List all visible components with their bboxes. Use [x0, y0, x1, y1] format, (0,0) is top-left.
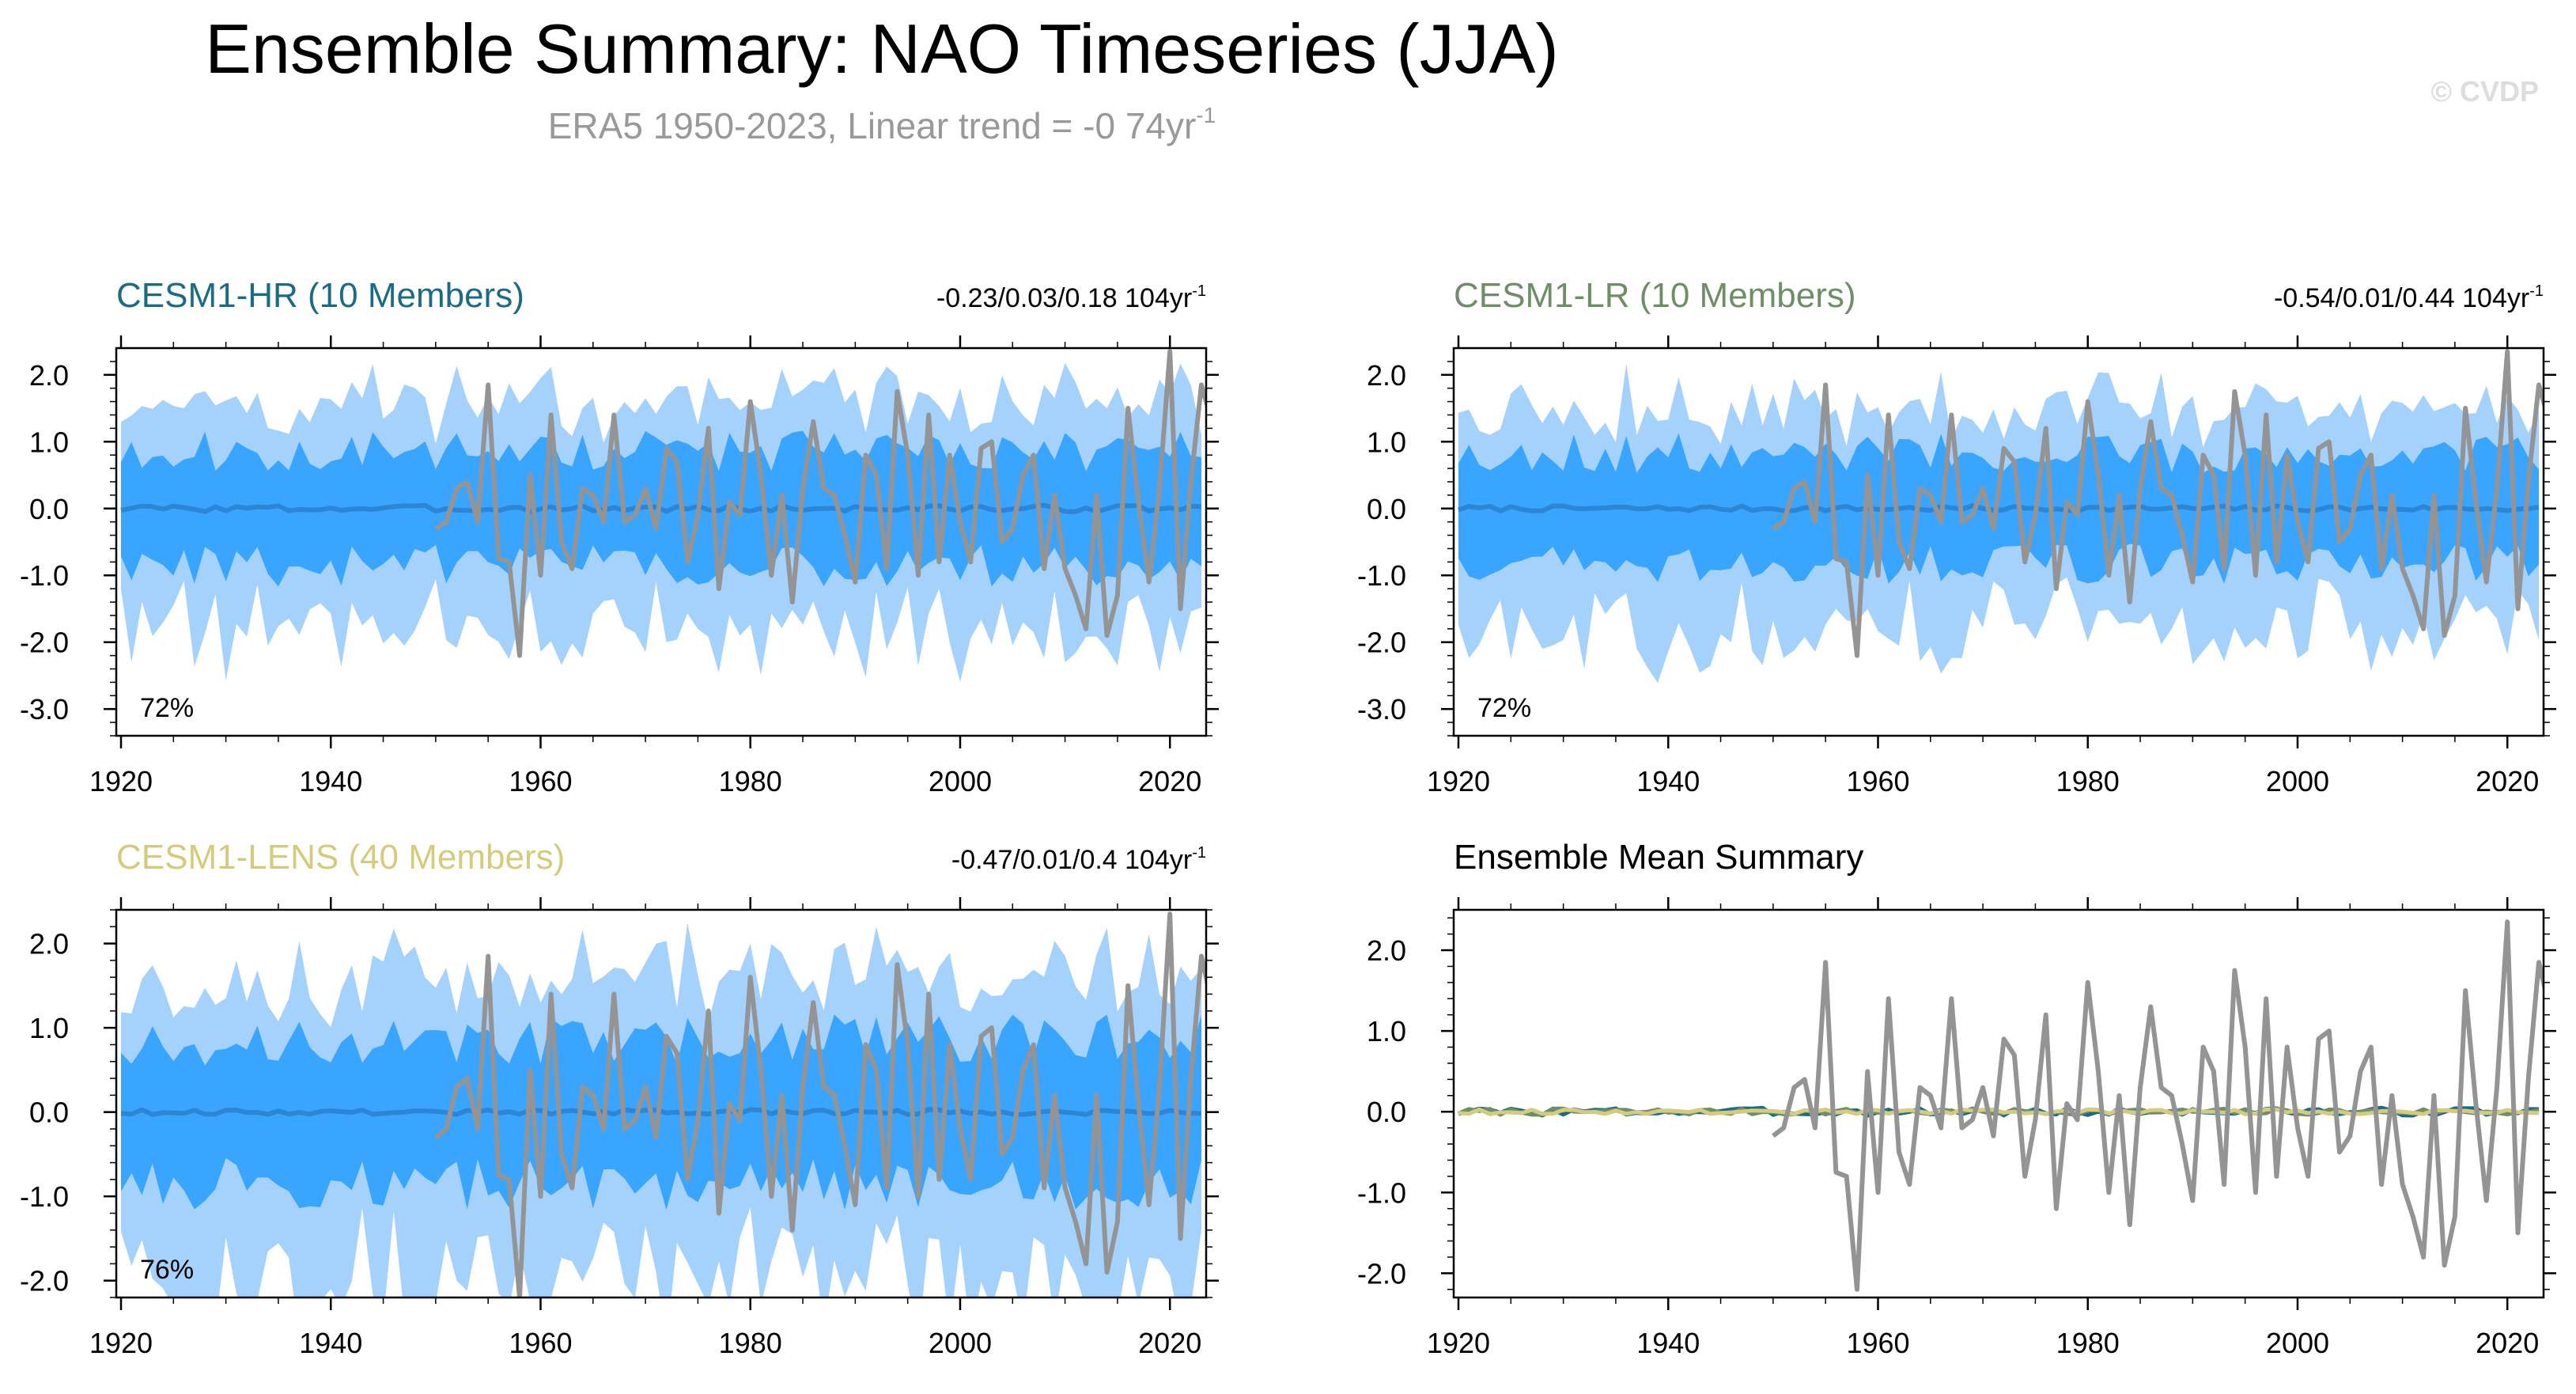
y-tick-label: -3.0 [20, 693, 69, 725]
panel-trend: -0.47/0.01/0.4 104yr-1 [951, 844, 1206, 875]
percent-label: 72% [140, 693, 194, 723]
x-tick-label: 1980 [2056, 765, 2120, 797]
x-tick-label: 1960 [1846, 765, 1909, 797]
x-tick-label: 1980 [2056, 1327, 2120, 1359]
x-tick-label: 2020 [2476, 1327, 2539, 1359]
panels: CESM1-HR (10 Members) -0.23/0.03/0.18 104… [20, 276, 2556, 1359]
plot-frame [1452, 908, 2545, 1299]
x-tick-label: 2020 [2476, 765, 2539, 797]
x-tick-label: 1980 [719, 765, 782, 797]
x-tick-label: 1980 [719, 1327, 782, 1359]
figure-title: Ensemble Summary: NAO Timeseries (JJA) [205, 9, 1559, 88]
panel-title: Ensemble Mean Summary [1454, 838, 1863, 877]
observed-line [1772, 349, 2544, 658]
x-tick-label: 2000 [2266, 765, 2329, 797]
x-tick-label: 1920 [1427, 765, 1490, 797]
panel-2: CESM1-LR (10 Members) -0.54/0.01/0.44 104… [1357, 276, 2556, 797]
ensemble-mean-line [120, 502, 1202, 515]
x-tick-label: 1940 [1636, 765, 1700, 797]
y-tick-label: 2.0 [1367, 934, 1406, 967]
y-tick-label: 1.0 [29, 426, 69, 458]
y-tick-label: 1.0 [1367, 426, 1406, 458]
y-tick-label: -1.0 [1357, 1176, 1406, 1209]
y-tick-label: 0.0 [1367, 1096, 1406, 1128]
y-tick-label: 1.0 [1367, 1015, 1406, 1047]
plot-area [120, 349, 1206, 682]
x-tick-label: 1920 [1427, 1327, 1490, 1359]
y-tick-label: -1.0 [1357, 559, 1406, 592]
x-tick-label: 1940 [1636, 1327, 1700, 1359]
figure-subtitle-sup: -1 [1196, 103, 1216, 127]
panel-4: Ensemble Mean Summary 2.0 1.0 0.0 -1.0 -2.0 19… [1357, 838, 2556, 1359]
panel-title: CESM1-LR (10 Members) [1454, 276, 1856, 315]
plot-frame [115, 908, 1208, 1299]
y-tick-label: -1.0 [20, 1180, 69, 1213]
x-tick-label: 1960 [509, 765, 572, 797]
percent-label: 72% [1477, 693, 1531, 723]
series-line-CESM1-LENS [1458, 1107, 2540, 1116]
x-tick-label: 1960 [509, 1327, 572, 1359]
y-tick-label: -2.0 [20, 1265, 69, 1297]
y-tick-label: 2.0 [29, 359, 69, 392]
x-tick-label: 2000 [929, 1327, 992, 1359]
ensemble-mean-line [120, 1107, 1202, 1117]
x-tick-label: 1920 [89, 1327, 153, 1359]
y-tick-label: -1.0 [20, 559, 69, 592]
x-tick-label: 1960 [1846, 1327, 1909, 1359]
panel-3: CESM1-LENS (40 Members) -0.47/0.01/0.4 10… [20, 838, 1219, 1359]
x-tick-label: 2020 [1138, 1327, 1201, 1359]
y-tick-label: 0.0 [1367, 493, 1406, 525]
watermark: © CVDP [2430, 75, 2539, 108]
plot-area [1458, 919, 2544, 1292]
panel-trend: -0.54/0.01/0.44 104yr-1 [2274, 282, 2544, 313]
panel-title: CESM1-LENS (40 Members) [116, 838, 565, 877]
y-tick-label: 0.0 [29, 1097, 69, 1129]
plot-area [120, 911, 1206, 1297]
y-tick-label: 2.0 [1367, 359, 1406, 392]
plot-frame [115, 347, 1208, 737]
x-tick-label: 1940 [299, 765, 362, 797]
x-tick-label: 1920 [89, 765, 153, 797]
y-tick-label: 2.0 [29, 928, 69, 960]
x-tick-label: 2000 [929, 765, 992, 797]
y-tick-label: -2.0 [20, 627, 69, 659]
plot-frame [1452, 347, 2545, 737]
panel-trend: -0.23/0.03/0.18 104yr-1 [936, 282, 1206, 313]
y-tick-label: 1.0 [29, 1012, 69, 1044]
y-tick-label: -2.0 [1357, 627, 1406, 659]
y-tick-label: -3.0 [1357, 693, 1406, 725]
x-tick-label: 2000 [2266, 1327, 2329, 1359]
figure-subtitle-text: ERA5 1950-2023, Linear trend = -0 74yr [548, 105, 1197, 146]
y-tick-label: 0.0 [29, 493, 69, 525]
figure-subtitle: ERA5 1950-2023, Linear trend = -0 74yr-1 [548, 103, 1216, 146]
plot-area [1458, 349, 2544, 684]
observed-line [1772, 919, 2544, 1292]
observed-line [434, 349, 1206, 658]
panel-title: CESM1-HR (10 Members) [116, 276, 524, 315]
x-tick-label: 2020 [1138, 765, 1201, 797]
panel-1: CESM1-HR (10 Members) -0.23/0.03/0.18 104… [20, 276, 1219, 797]
observed-line [434, 911, 1206, 1297]
x-tick-label: 1940 [299, 1327, 362, 1359]
percent-label: 76% [140, 1255, 194, 1285]
ensemble-mean-line [1458, 503, 2540, 514]
y-tick-label: -2.0 [1357, 1257, 1406, 1290]
